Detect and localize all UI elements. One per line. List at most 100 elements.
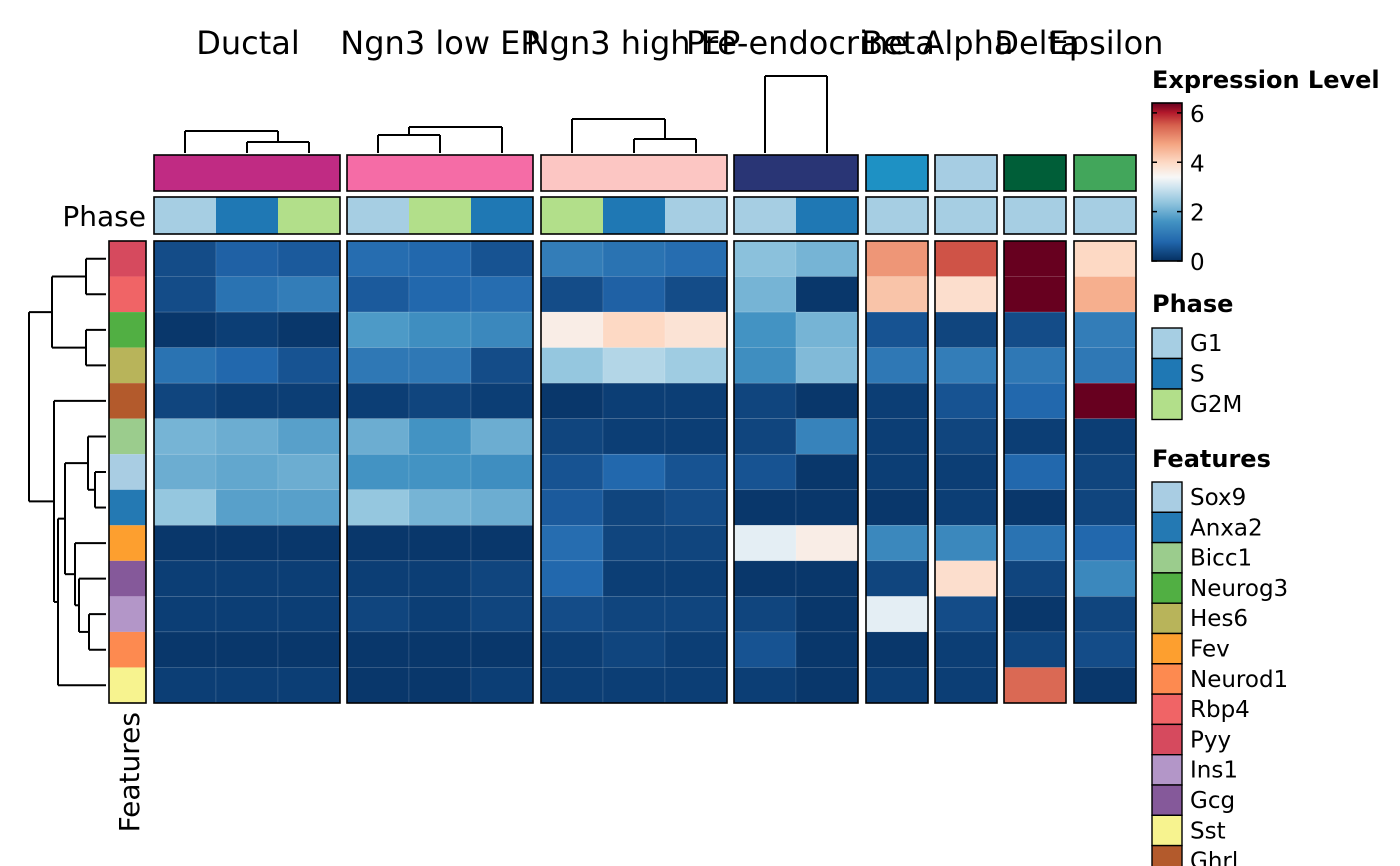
heatmap-cell xyxy=(1073,418,1137,455)
heatmap-cell xyxy=(215,382,279,419)
row-dendrogram xyxy=(28,257,106,687)
feature-legend-label: Gcg xyxy=(1190,788,1235,814)
heatmap-cell xyxy=(865,311,929,348)
heatmap-cell xyxy=(865,667,929,704)
heatmap-cell xyxy=(470,525,534,562)
heatmap-cell xyxy=(408,525,472,562)
feature-legend-swatch xyxy=(1151,814,1183,847)
heatmap-cell xyxy=(934,667,998,704)
heatmap-cell xyxy=(602,525,666,562)
heatmap-cell xyxy=(277,382,341,419)
phase-legend-title: Phase xyxy=(1152,290,1233,318)
phase-row-label: Phase xyxy=(62,200,146,233)
heatmap-cell xyxy=(215,596,279,633)
heatmap-cell xyxy=(153,418,217,455)
feature-legend-swatch xyxy=(1151,541,1183,574)
features-strip-label: Features xyxy=(113,712,146,832)
feature-legend-label: Sst xyxy=(1190,818,1226,844)
heatmap-block-border xyxy=(153,240,341,704)
heatmap-cell xyxy=(795,382,859,419)
feature-legend-label: Rbp4 xyxy=(1190,697,1250,723)
heatmap-cell xyxy=(215,631,279,668)
heatmap-cell xyxy=(664,631,728,668)
heatmap-cell xyxy=(408,418,472,455)
feature-annotation-cell xyxy=(109,667,146,703)
feature-annotation-cell xyxy=(109,418,146,455)
heatmap-cell xyxy=(664,667,728,704)
heatmap-cell xyxy=(602,489,666,526)
heatmap-cell xyxy=(470,667,534,704)
phase-legend-swatch xyxy=(1151,327,1183,360)
heatmap-cell xyxy=(865,525,929,562)
feature-legend-label: Ins1 xyxy=(1190,758,1238,784)
heatmap-cell xyxy=(934,453,998,491)
group-color-bar xyxy=(934,154,998,192)
feature-legend-label: Sox9 xyxy=(1190,485,1246,511)
phase-block-border xyxy=(1003,196,1067,235)
heatmap-cell xyxy=(153,596,217,633)
heatmap-cell xyxy=(1003,560,1067,597)
heatmap-cell xyxy=(795,631,859,668)
phase-cell xyxy=(471,197,533,234)
phase-block-border xyxy=(346,196,534,235)
feature-legend-swatch xyxy=(1151,481,1183,513)
heatmap-cell xyxy=(408,311,472,348)
heatmap-cell xyxy=(346,667,410,704)
heatmap-cell xyxy=(795,560,859,597)
heatmap-cell xyxy=(1073,453,1137,491)
heatmap-cell xyxy=(602,347,666,384)
heatmap-cell xyxy=(1003,382,1067,419)
heatmap-cell xyxy=(865,489,929,526)
heatmap-cell xyxy=(733,382,797,419)
heatmap-cell xyxy=(277,667,341,704)
feature-legend-swatch xyxy=(1151,754,1183,786)
heatmap-cell xyxy=(934,418,998,455)
heatmap-cell xyxy=(1003,631,1067,668)
phase-legend-swatch xyxy=(1151,388,1183,421)
feature-annotation-cell xyxy=(109,489,146,526)
heatmap-cell xyxy=(795,418,859,455)
heatmap-cell xyxy=(1003,240,1067,277)
heatmap-cell xyxy=(934,276,998,313)
phase-cell xyxy=(347,197,409,234)
heatmap-cell xyxy=(153,311,217,348)
heatmap-cell xyxy=(1073,489,1137,526)
heatmap-cell xyxy=(865,453,929,491)
feature-annotation-cell xyxy=(109,596,146,632)
heatmap-cell xyxy=(664,525,728,562)
heatmap-cell xyxy=(664,382,728,419)
heatmap-cell xyxy=(153,453,217,491)
heatmap-cell xyxy=(346,418,410,455)
heatmap-cell xyxy=(470,560,534,597)
heatmap-cell xyxy=(346,347,410,384)
group-color-bar xyxy=(865,154,929,192)
feature-annotation-cell xyxy=(109,276,146,313)
phase-cell xyxy=(1074,197,1136,234)
heatmap-cell xyxy=(865,631,929,668)
heatmap-block-border xyxy=(1073,240,1137,704)
heatmap-cell xyxy=(934,596,998,633)
heatmap-block-border xyxy=(934,240,998,704)
heatmap-cell xyxy=(1073,311,1137,348)
heatmap-cell xyxy=(277,489,341,526)
heatmap-cell xyxy=(865,276,929,313)
heatmap-cell xyxy=(934,311,998,348)
heatmap-cell xyxy=(540,276,604,313)
heatmap-cell xyxy=(215,311,279,348)
heatmap-cell xyxy=(664,453,728,491)
heatmap-cell xyxy=(1073,560,1137,597)
feature-annotation-border xyxy=(108,240,147,704)
heatmap-cell xyxy=(664,560,728,597)
heatmap-cell xyxy=(664,311,728,348)
heatmap-cell xyxy=(733,631,797,668)
heatmap-cell xyxy=(540,489,604,526)
heatmap-cell xyxy=(215,560,279,597)
heatmap-cell xyxy=(408,489,472,526)
heatmap-cell xyxy=(865,240,929,277)
heatmap-cell xyxy=(215,489,279,526)
heatmap-cell xyxy=(153,489,217,526)
heatmap-cell xyxy=(1003,596,1067,633)
heatmap-cell xyxy=(602,631,666,668)
phase-cell xyxy=(665,197,727,234)
heatmap-cell xyxy=(470,489,534,526)
